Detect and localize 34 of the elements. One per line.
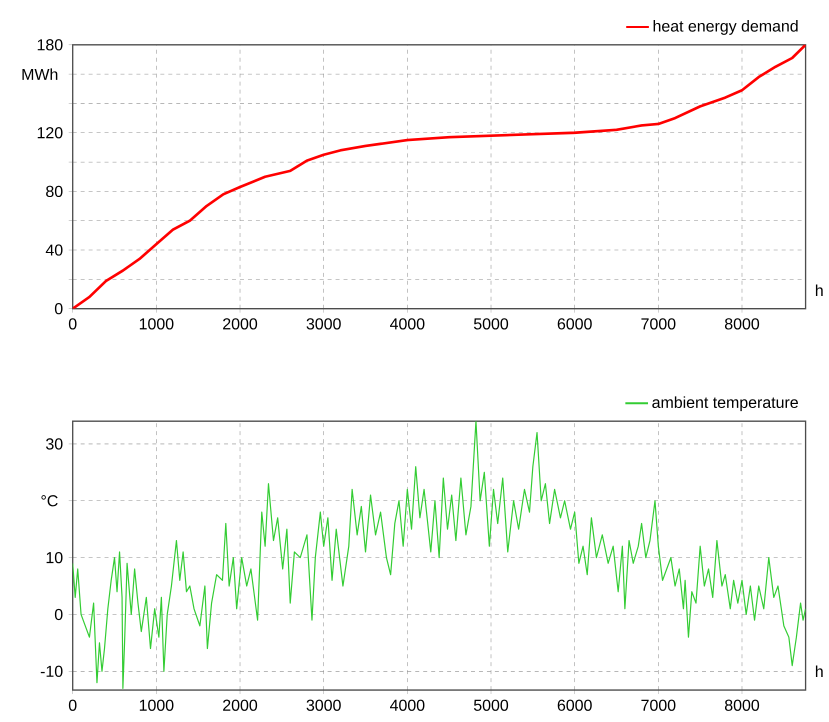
y-tick-label: 180 <box>38 39 63 50</box>
x-tick-label: 7000 <box>641 318 676 330</box>
x-tick-label: 0 <box>68 318 77 330</box>
y-tick-label: -10 <box>40 666 63 677</box>
x-tick-label: 1000 <box>140 700 174 711</box>
y-tick-label: 40 <box>46 244 63 256</box>
y-tick-label: 10 <box>46 552 63 564</box>
x-tick-label: 8000 <box>724 700 760 711</box>
line-series <box>72 44 806 309</box>
x-tick-label: 2000 <box>223 318 258 330</box>
x-tick-label: 3000 <box>306 700 341 711</box>
x-tick-label: 6000 <box>558 700 592 711</box>
y-axis-title: °C <box>41 495 58 506</box>
x-axis-title: h <box>816 284 823 296</box>
x-tick-label: 7000 <box>641 700 676 711</box>
x-tick-label: 5000 <box>474 700 508 711</box>
y-tick-label: 80 <box>46 186 63 198</box>
x-tick-label: 3000 <box>306 318 341 330</box>
legend-label: ambient temperature <box>652 396 798 412</box>
y-tick-label: 0 <box>54 303 63 314</box>
x-tick-label: 0 <box>68 700 77 711</box>
x-tick-label: 8000 <box>724 318 760 330</box>
y-tick-label: 120 <box>38 127 63 138</box>
x-axis-title: h <box>816 666 823 678</box>
x-tick-label: 1000 <box>140 318 174 330</box>
x-tick-label: 6000 <box>558 318 592 330</box>
legend-label: heat energy demand <box>654 20 798 35</box>
y-tick-label: 0 <box>54 608 63 620</box>
x-tick-label: 4000 <box>390 700 424 711</box>
x-tick-label: 4000 <box>390 318 424 330</box>
x-tick-label: 2000 <box>223 700 258 711</box>
y-axis-title: MWh <box>22 68 58 80</box>
y-tick-label: 30 <box>46 438 63 450</box>
x-tick-label: 5000 <box>474 318 508 330</box>
